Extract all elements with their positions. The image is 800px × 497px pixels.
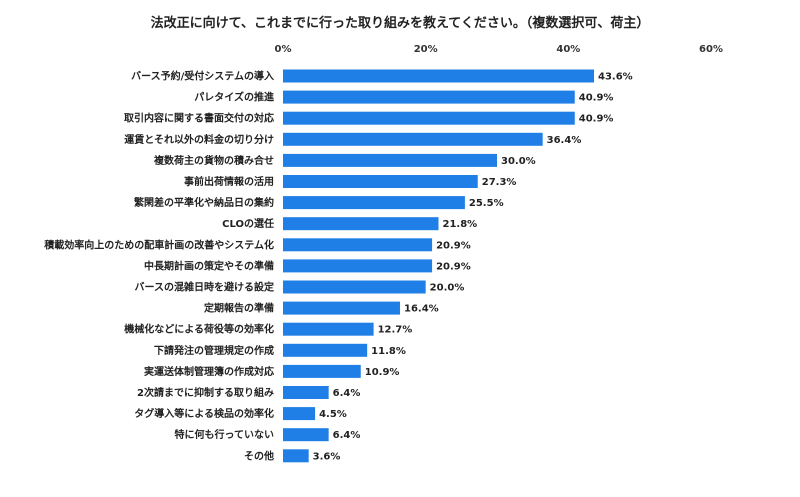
category-label: 定期報告の準備 [204,302,274,315]
data-label: 20.0% [430,283,465,294]
bar [283,301,400,315]
bar [283,364,361,378]
data-label: 6.4% [333,430,361,441]
category-label: 複数荷主の貨物の積み合せ [153,154,274,167]
data-label: 40.9% [579,114,614,125]
data-label: 12.7% [378,325,413,336]
bar [283,386,329,399]
category-label: バースの混雑日時を避ける設定 [135,281,275,294]
data-label: 3.6% [313,451,341,462]
data-label: 21.8% [443,219,478,230]
data-label: 16.4% [404,304,439,315]
category-label: パレタイズの推進 [194,91,275,104]
x-tick-label: 40% [556,44,580,55]
data-label: 20.9% [436,261,471,272]
data-label: 30.0% [501,156,536,167]
bar [283,111,575,125]
data-label: 20.9% [436,240,471,251]
bar [283,407,316,421]
data-label: 25.5% [469,198,504,209]
category-label: 中長期計画の策定やその準備 [144,259,274,272]
x-tick-label: 60% [699,44,723,55]
data-label: 36.4% [547,135,582,146]
bar [283,280,426,294]
data-label: 10.9% [365,367,400,378]
bar [283,322,374,336]
category-label: タグ導入等による検品の効率化 [134,407,274,420]
bar [283,196,465,210]
category-label: 繁閑差の平準化や納品日の集約 [133,196,274,209]
data-label: 4.5% [319,409,347,420]
category-label: 事前出荷情報の活用 [184,175,274,188]
bar [283,343,368,357]
category-label: その他 [244,449,274,462]
category-label: 2次請までに抑制する取り組み [137,386,274,399]
bar [283,428,329,442]
bar [283,449,309,463]
bar [283,132,543,146]
category-label: バース予約/受付システムの導入 [131,70,274,83]
x-tick-label: 0% [275,44,292,55]
data-label: 43.6% [598,72,633,83]
data-label: 11.8% [371,346,406,357]
category-label: 機械化などによる荷役等の効率化 [124,323,274,336]
data-label: 6.4% [333,388,361,399]
bar [283,259,433,273]
bar [283,90,575,104]
category-label: 下請発注の管理規定の作成 [154,344,274,357]
chart-title: 法改正に向けて、これまでに行った取り組みを教えてください。（複数選択可、荷主） [150,16,650,31]
category-label: 特に何も行っていない [175,428,275,441]
category-label: CLOの選任 [222,217,274,230]
x-tick-label: 20% [414,44,438,55]
data-label: 40.9% [579,93,614,104]
bar [283,153,497,167]
bar [283,69,595,83]
bar [283,238,433,252]
category-label: 積載効率向上のための配車計画の改善やシステム化 [43,238,274,251]
category-label: 運賃とそれ以外の料金の切り分け [124,133,274,146]
category-label: 取引内容に関する書面交付の対応 [124,112,274,125]
data-label: 27.3% [482,177,517,188]
category-label: 実運送体制管理簿の作成対応 [144,365,274,378]
bar [283,217,439,231]
bar [283,175,478,188]
